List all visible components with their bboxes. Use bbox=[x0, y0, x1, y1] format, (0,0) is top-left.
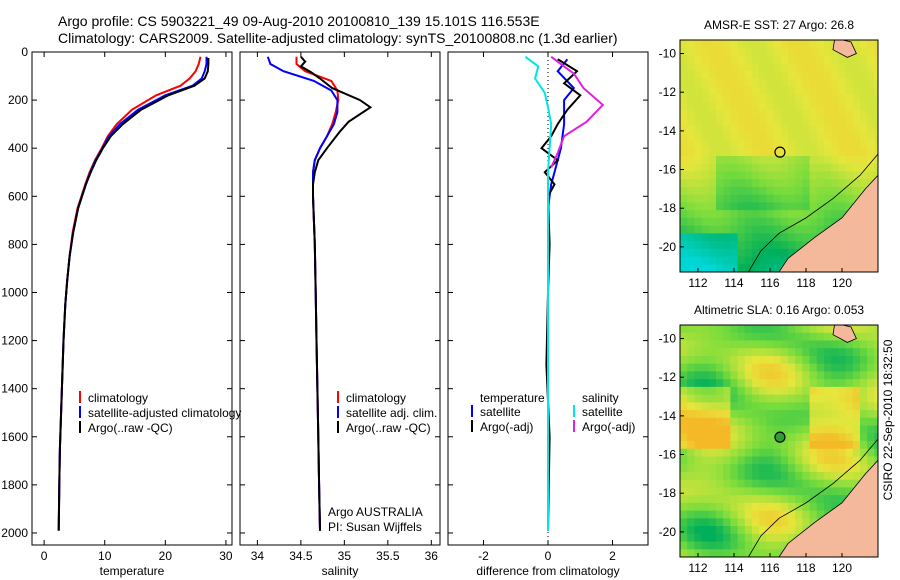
y-tick-label: 600 bbox=[8, 189, 28, 203]
map-x-tick-label: 114 bbox=[724, 561, 743, 575]
y-tick-label: 1400 bbox=[1, 382, 28, 396]
plot-frame bbox=[31, 51, 233, 546]
legend-label: satellite bbox=[582, 405, 623, 419]
map-y-tick-label: -18 bbox=[659, 486, 677, 500]
x-tick-label: -2 bbox=[478, 549, 489, 563]
land-mass bbox=[778, 174, 878, 272]
map-y-tick-label: -18 bbox=[659, 201, 677, 215]
y-tick-label: 200 bbox=[8, 93, 28, 107]
legend-title-temperature: temperature bbox=[480, 391, 545, 405]
map-x-tick-label: 116 bbox=[760, 276, 779, 290]
map-panel-1: AMSR-E SST: 27 Argo: 26.8 112 114 116 118 120… bbox=[659, 18, 879, 290]
x-axis-label: salinity bbox=[322, 564, 359, 578]
legend-label: satellite bbox=[480, 405, 521, 419]
land-mass bbox=[778, 459, 878, 557]
legend-label: satellite adj. clim. bbox=[346, 406, 437, 420]
map-x-tick-label: 120 bbox=[832, 276, 852, 290]
legend-label: Argo(-adj) bbox=[582, 420, 635, 434]
map-x-tick-label: 118 bbox=[796, 561, 815, 575]
y-tick-label: 400 bbox=[8, 141, 28, 155]
map-y-tick-label: -12 bbox=[659, 370, 677, 384]
x-tick-label: 35.5 bbox=[376, 549, 400, 563]
x-axis-label: difference from climatology bbox=[476, 564, 619, 578]
profile-panel-1: 0 10 20 30 0 200 400 600 800 1000 1200 1400 1600 1800… bbox=[1, 45, 241, 578]
y-tick-label: 2000 bbox=[1, 526, 28, 540]
map-frame bbox=[679, 324, 879, 558]
map-panel-2: Altimetric SLA: 0.16 Argo: 0.053 112 114 11… bbox=[659, 303, 879, 575]
map-y-tick-label: -10 bbox=[659, 332, 677, 346]
y-tick-label: 0 bbox=[21, 45, 28, 59]
legend-title-salinity: salinity bbox=[582, 391, 619, 405]
bathymetry-contour bbox=[748, 438, 878, 557]
x-tick-label: 10 bbox=[98, 549, 112, 563]
plot-frame bbox=[239, 51, 441, 546]
x-tick-label: 2 bbox=[609, 549, 616, 563]
y-tick-label: 1800 bbox=[1, 478, 28, 492]
y-tick-label: 800 bbox=[8, 237, 28, 251]
legend-label: Argo(..raw -QC) bbox=[88, 421, 173, 435]
island bbox=[832, 325, 857, 343]
island bbox=[832, 40, 857, 58]
map-frame bbox=[679, 39, 879, 273]
x-tick-label: 36 bbox=[425, 549, 439, 563]
legend-label: satellite-adjusted climatology bbox=[88, 406, 241, 420]
x-tick-label: 30 bbox=[219, 549, 233, 563]
map-x-tick-label: 116 bbox=[760, 561, 779, 575]
float-position-marker bbox=[774, 146, 786, 158]
x-tick-label: 0 bbox=[545, 549, 552, 563]
map-title: AMSR-E SST: 27 Argo: 26.8 bbox=[704, 18, 854, 32]
map-y-tick-label: -14 bbox=[659, 409, 677, 423]
x-tick-label: 20 bbox=[159, 549, 173, 563]
x-tick-label: 34.5 bbox=[289, 549, 313, 563]
y-tick-label: 1600 bbox=[1, 430, 28, 444]
map-field bbox=[680, 325, 878, 557]
legend-label: Argo(..raw -QC) bbox=[346, 421, 431, 435]
series-line-salinity-argo bbox=[550, 55, 605, 168]
series-line-argo bbox=[299, 56, 373, 531]
series-line-argo bbox=[57, 58, 210, 531]
annotation-line-2: PI: Susan Wijffels bbox=[328, 520, 422, 534]
map-y-tick-label: -20 bbox=[659, 240, 677, 254]
legend-label: climatology bbox=[346, 391, 406, 405]
title-line-1: Argo profile: CS 5903221_49 09-Aug-2010 … bbox=[58, 13, 540, 29]
y-tick-label: 1000 bbox=[1, 285, 28, 299]
float-position-marker bbox=[774, 431, 786, 443]
map-y-tick-label: -14 bbox=[659, 124, 677, 138]
title-line-2: Climatology: CARS2009. Satellite-adjuste… bbox=[58, 30, 618, 46]
map-x-tick-label: 114 bbox=[724, 276, 743, 290]
x-tick-label: 0 bbox=[41, 549, 48, 563]
map-x-tick-label: 120 bbox=[832, 561, 852, 575]
map-x-tick-label: 112 bbox=[688, 561, 707, 575]
series-line-satellite bbox=[57, 56, 208, 531]
x-axis-label: temperature bbox=[100, 564, 165, 578]
bathymetry-contour bbox=[748, 153, 878, 272]
timestamp-label: CSIRO 22-Sep-2010 18:32:50 bbox=[881, 339, 895, 500]
map-y-tick-label: -16 bbox=[659, 448, 677, 462]
map-y-tick-label: -12 bbox=[659, 85, 677, 99]
series-line-climatology bbox=[57, 56, 202, 531]
series-line-temperature-satellite bbox=[547, 58, 576, 531]
map-title: Altimetric SLA: 0.16 Argo: 0.053 bbox=[694, 303, 864, 317]
legend-label: climatology bbox=[88, 391, 148, 405]
series-line-salinity-satellite bbox=[524, 55, 553, 531]
map-y-tick-label: -16 bbox=[659, 163, 677, 177]
profile-panel-2: 34 34.5 35 35.5 36 salinity climatologysatelli… bbox=[239, 51, 441, 578]
x-tick-label: 34 bbox=[251, 549, 265, 563]
map-x-tick-label: 112 bbox=[688, 276, 707, 290]
map-y-tick-label: -20 bbox=[659, 525, 677, 539]
x-tick-label: 35 bbox=[338, 549, 352, 563]
annotation-line-1: Argo AUSTRALIA bbox=[328, 505, 423, 519]
map-y-tick-label: -10 bbox=[659, 47, 677, 61]
map-x-tick-label: 118 bbox=[796, 276, 815, 290]
series-line-satellite bbox=[266, 56, 339, 531]
map-field bbox=[680, 40, 878, 272]
y-tick-label: 1200 bbox=[1, 334, 28, 348]
legend-label: Argo(-adj) bbox=[480, 420, 533, 434]
